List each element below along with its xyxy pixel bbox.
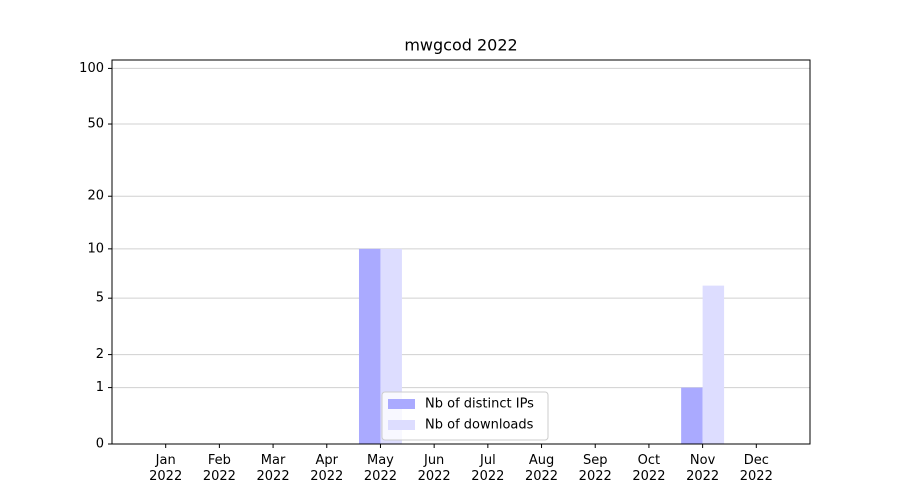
legend-label: Nb of downloads bbox=[425, 418, 534, 433]
x-tick-label: Feb 2022 bbox=[202, 453, 236, 484]
y-tick-label: 100 bbox=[79, 61, 104, 76]
x-tick-label: Jun 2022 bbox=[417, 453, 451, 484]
x-tick-label: Oct 2022 bbox=[632, 453, 666, 484]
bar bbox=[681, 387, 703, 444]
plot-frame bbox=[111, 59, 811, 445]
bar bbox=[358, 248, 381, 444]
y-tick-label: 2 bbox=[96, 347, 104, 362]
legend-swatch bbox=[388, 399, 415, 409]
x-tick-label: Jul 2022 bbox=[471, 453, 505, 484]
x-tick-label: Aug 2022 bbox=[524, 453, 559, 484]
legend-swatch bbox=[388, 420, 415, 430]
y-tick-label: 50 bbox=[87, 117, 104, 132]
legend-box bbox=[381, 391, 549, 441]
chart-title: mwgcod 2022 bbox=[404, 36, 517, 55]
x-tick-label: Mar 2022 bbox=[256, 453, 290, 484]
x-tick-label: Sep 2022 bbox=[578, 453, 612, 484]
y-tick-label: 10 bbox=[87, 241, 104, 256]
x-tick-label: Apr 2022 bbox=[310, 453, 344, 484]
y-tick-label: 5 bbox=[96, 291, 104, 306]
x-tick-label: Jan 2022 bbox=[149, 453, 183, 484]
x-tick-label: Dec 2022 bbox=[739, 453, 773, 484]
x-tick-label: May 2022 bbox=[363, 453, 397, 484]
x-tick-label: Nov 2022 bbox=[686, 453, 720, 484]
y-tick-label: 20 bbox=[87, 189, 104, 204]
y-tick-label: 1 bbox=[96, 380, 104, 395]
bar bbox=[702, 285, 725, 444]
legend-label: Nb of distinct IPs bbox=[425, 397, 534, 412]
y-tick-label: 0 bbox=[96, 437, 104, 452]
